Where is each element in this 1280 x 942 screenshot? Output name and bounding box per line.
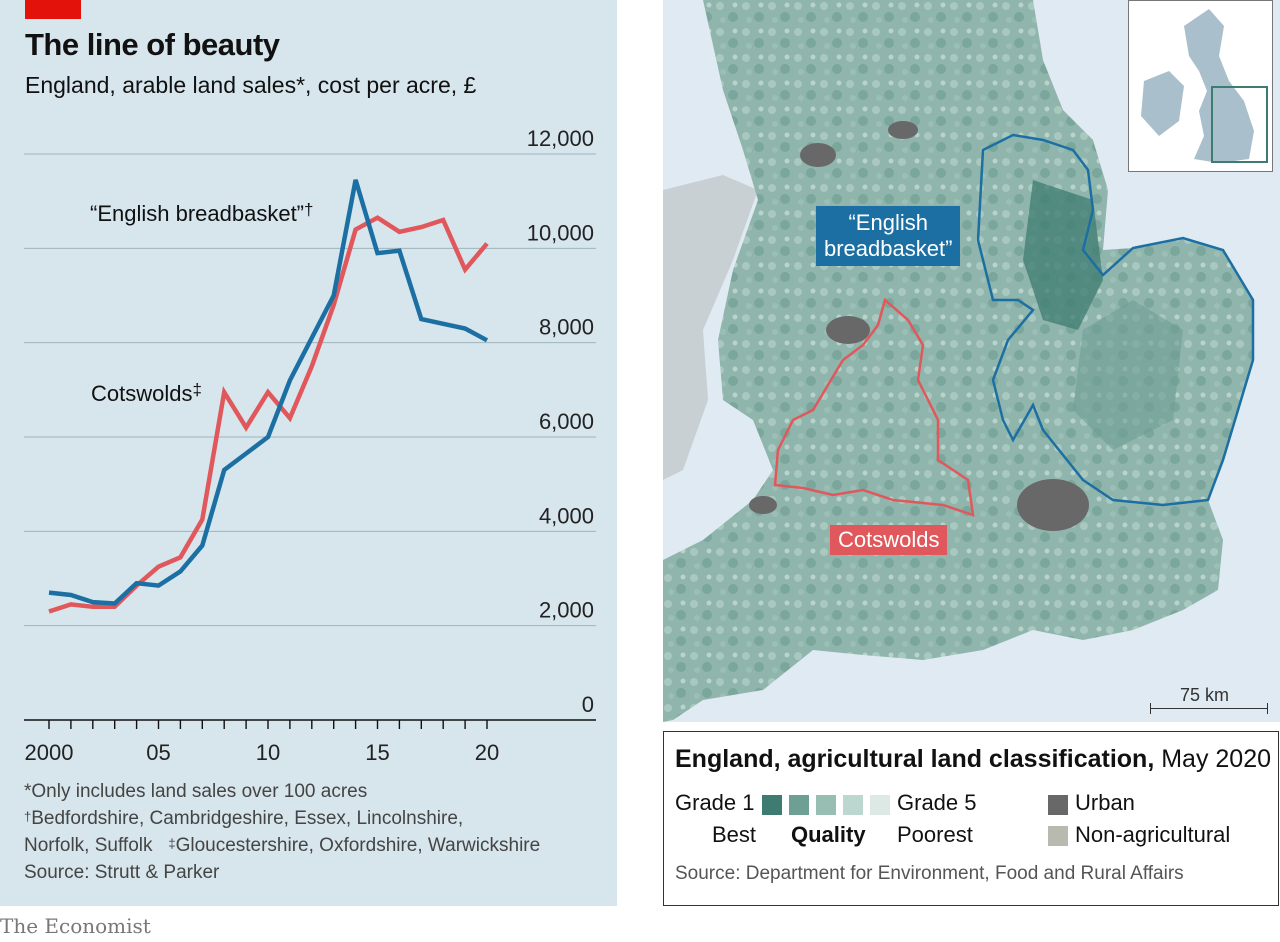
economist-logo: The Economist <box>0 914 151 938</box>
urban-manchester <box>800 143 836 167</box>
annotation-breadbasket: “English breadbasket”† <box>90 200 313 226</box>
swatch-grade3 <box>816 795 836 815</box>
uk-locator-inset <box>1128 0 1273 172</box>
note-cotswolds-counties: Gloucestershire, Oxfordshire, Warwickshi… <box>176 835 541 856</box>
note-acres: *Only includes land sales over 100 acres <box>24 778 540 805</box>
urban-leeds <box>888 121 918 139</box>
y-tick-label: 0 <box>582 692 594 717</box>
swatch-grade5 <box>870 795 890 815</box>
legend-grade5-label: Grade 5 <box>897 790 977 816</box>
swatch-grade2 <box>789 795 809 815</box>
legend-grade1-label: Grade 1 <box>675 790 755 816</box>
y-tick-label: 2,000 <box>539 598 594 623</box>
x-tick-label: 10 <box>256 740 280 765</box>
series-line-cotswolds <box>49 218 487 612</box>
y-tick-label: 6,000 <box>539 409 594 434</box>
note-breadbasket: †Bedfordshire, Cambridgeshire, Essex, Li… <box>24 805 540 832</box>
chart-notes: *Only includes land sales over 100 acres… <box>24 778 540 886</box>
legend-nonag-label: Non-agricultural <box>1075 822 1230 848</box>
y-tick-label: 8,000 <box>539 315 594 340</box>
label-breadbasket-line1: “English <box>824 210 952 236</box>
legend-poorest-label: Poorest <box>897 822 973 848</box>
urban-london <box>1017 479 1089 531</box>
swatch-grade1 <box>762 795 782 815</box>
y-tick-label: 12,000 <box>527 126 594 151</box>
note-double-dagger: ‡ <box>168 836 175 851</box>
annotation-breadbasket-mark: † <box>304 200 313 219</box>
x-tick-label: 2000 <box>25 740 74 765</box>
annotation-cotswolds: Cotswolds‡ <box>91 380 202 406</box>
urban-bristol <box>749 496 777 514</box>
swatch-grade4 <box>843 795 863 815</box>
legend-urban-label: Urban <box>1075 790 1135 816</box>
note-breadbasket-counties: Bedfordshire, Cambridgeshire, Essex, Lin… <box>31 808 463 829</box>
scale-bar <box>1150 708 1268 709</box>
note-dagger: † <box>24 809 31 824</box>
x-tick-label: 15 <box>365 740 389 765</box>
y-tick-label: 10,000 <box>527 220 594 245</box>
line-chart: 0 2,000 4,000 6,000 8,000 10,000 12,000 2000 05 1… <box>0 0 617 906</box>
legend-title: England, agricultural land classificatio… <box>675 745 1271 774</box>
y-tick-label: 4,000 <box>539 503 594 528</box>
chart-panel: The line of beauty England, arable land … <box>0 0 617 906</box>
legend-source: Source: Department for Environment, Food… <box>675 863 1184 885</box>
label-cotswolds: Cotswolds <box>830 525 947 555</box>
uk-locator-map <box>1129 1 1272 171</box>
legend-best-label: Best <box>712 822 756 848</box>
inset-ireland <box>1141 71 1184 136</box>
x-tick-label: 20 <box>475 740 499 765</box>
swatch-nonag <box>1048 826 1068 846</box>
label-breadbasket-line2: breadbasket” <box>824 236 952 262</box>
note-counties-line: Norfolk, Suffolk ‡Gloucestershire, Oxfor… <box>24 832 540 859</box>
legend-title-date: May 2020 <box>1154 745 1271 773</box>
label-breadbasket: “English breadbasket” <box>816 206 960 266</box>
scale-label: 75 km <box>1180 685 1229 706</box>
urban-birmingham <box>826 316 870 344</box>
legend-quality-label: Quality <box>791 822 866 848</box>
swatch-urban <box>1048 795 1068 815</box>
map-legend: England, agricultural land classificatio… <box>663 731 1279 906</box>
x-tick-label: 05 <box>146 740 170 765</box>
legend-title-bold: England, agricultural land classificatio… <box>675 745 1154 773</box>
note-breadbasket-counties-2: Norfolk, Suffolk <box>24 835 152 856</box>
chart-source: Source: Strutt & Parker <box>24 859 540 886</box>
annotation-cotswolds-mark: ‡ <box>192 380 201 399</box>
